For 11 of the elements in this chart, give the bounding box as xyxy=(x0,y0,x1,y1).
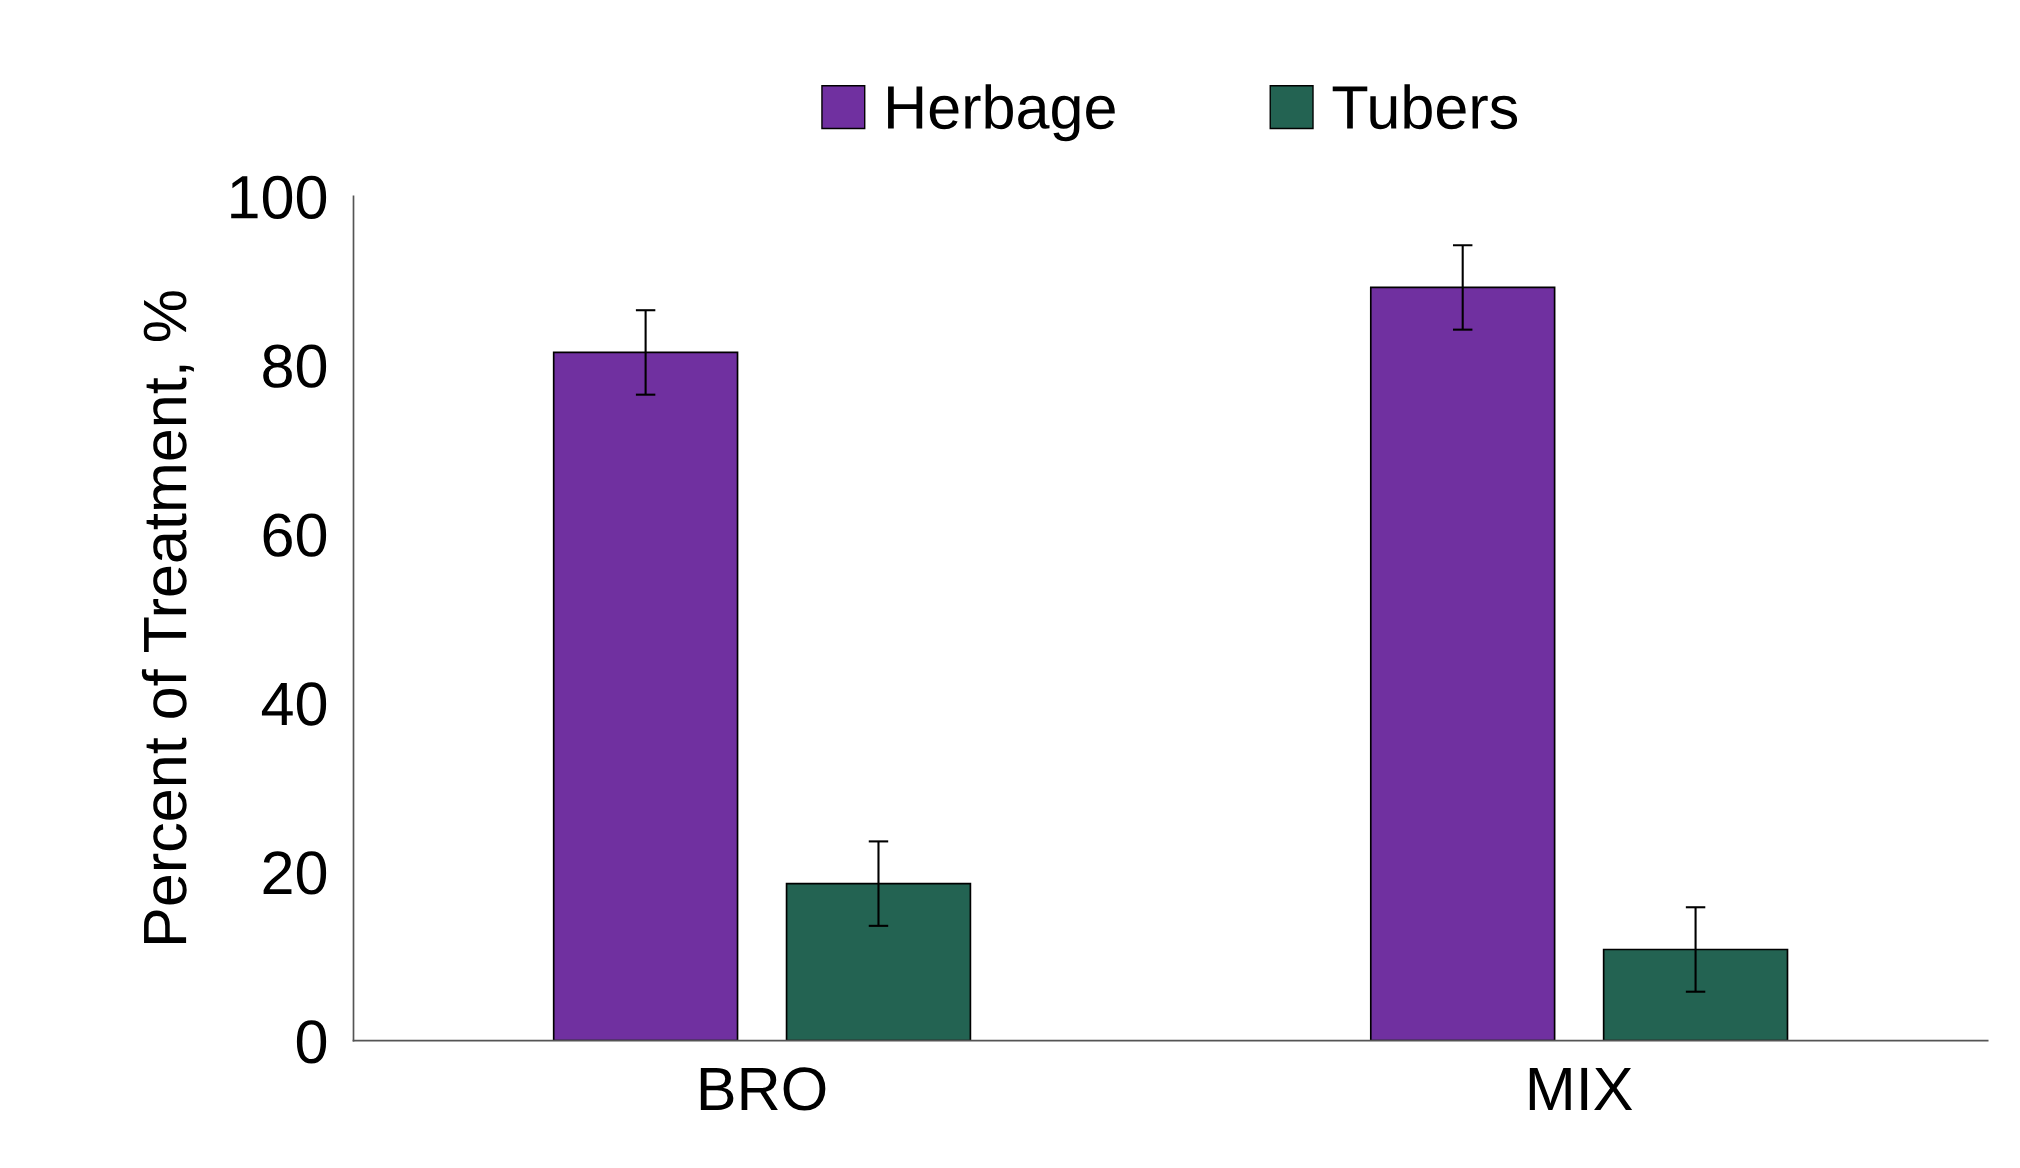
x-tick-label: BRO xyxy=(700,1067,826,1111)
legend-label: Tubers xyxy=(1332,84,1518,130)
y-axis-title: Percent of Treatment, % xyxy=(141,291,194,943)
x-tick-label: MIX xyxy=(1529,1067,1633,1110)
y-tick-label: 60 xyxy=(263,513,327,557)
legend-label: Herbage xyxy=(888,84,1115,142)
y-tick-label: 0 xyxy=(296,1020,327,1064)
y-tick-label: 20 xyxy=(263,851,327,895)
y-tick-label: 40 xyxy=(261,682,327,726)
y-tick-label: 100 xyxy=(231,175,327,219)
y-tick-label: 80 xyxy=(263,344,327,388)
